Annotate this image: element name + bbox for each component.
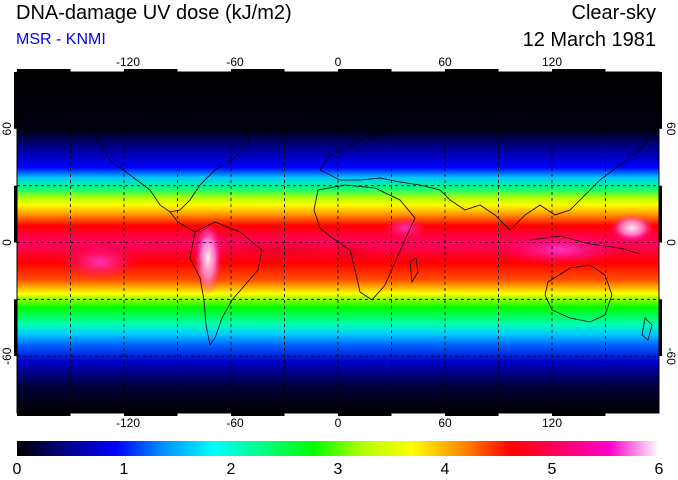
graticule [17,72,659,413]
map-title: DNA-damage UV dose (kJ/m2) [16,2,292,24]
data-source-label: MSR - KNMI [16,31,106,48]
western-pacific-peak-region [610,214,654,242]
africa-coast [313,184,416,301]
lat-label-right: -60 [664,348,678,366]
sky-condition-label: Clear-sky [571,2,656,24]
colorbar [17,441,659,456]
lat-label-left: -60 [0,347,14,365]
colorbar-tick-label: 3 [334,461,343,478]
longitude-labels-bottom: -120 -60 0 60 120 [116,416,562,430]
lon-label-top: -60 [226,55,244,69]
coastlines [89,99,656,346]
new-zealand-coast [641,317,653,341]
colorbar-tick-label: 4 [441,461,450,478]
lat-label-left: 0 [0,239,14,246]
lon-label-bottom: -120 [116,416,140,430]
lat-label-right: 0 [664,239,678,246]
colorbar-tick-label: 0 [13,461,22,478]
map-frame [14,69,662,416]
lon-label-top: 120 [542,55,562,69]
lon-label-top: -120 [116,55,140,69]
north-america-coast [89,109,251,213]
south-america-coast [189,221,263,346]
lon-label-bottom: 60 [438,416,452,430]
latitude-labels-right: 60 0 -60 [664,122,678,365]
lon-label-bottom: 120 [542,416,562,430]
indonesia-coast [529,235,641,255]
andes-peak-region [194,220,222,296]
central-america-coast [169,211,196,233]
longitude-labels-top: -120 -60 0 60 120 [116,55,562,69]
colorbar-tick-label: 1 [120,461,129,478]
lon-label-top: 60 [438,55,452,69]
lon-label-top: 0 [335,55,342,69]
colorbar-tick-label: 5 [548,461,557,478]
lat-label-right: 60 [664,122,678,136]
colorbar-tick-label: 2 [227,461,236,478]
lon-label-bottom: 0 [335,416,342,430]
colorbar-labels: 0 1 2 3 4 5 6 [13,461,664,478]
colorbar-tick-label: 6 [655,461,664,478]
australia-coast [544,264,613,323]
lat-label-left: 60 [0,122,14,136]
latitude-labels-left: 60 0 -60 [0,122,14,365]
madagascar-coast [409,257,419,284]
map-date: 12 March 1981 [522,29,656,51]
eurasia-coast [319,114,656,231]
lon-label-bottom: -60 [226,416,244,430]
greenland-coast [251,99,291,133]
